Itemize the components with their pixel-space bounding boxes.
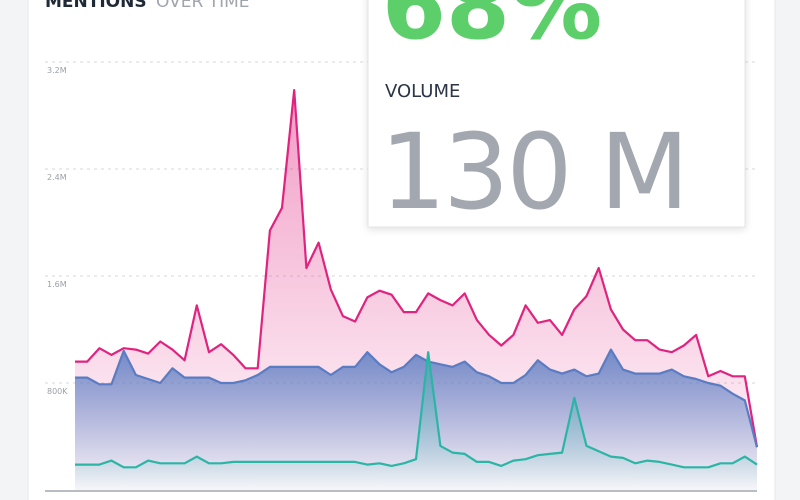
series-line [75, 89, 759, 448]
series-line [75, 351, 758, 469]
series-line [75, 348, 759, 448]
y-tick-label: 2.4M [47, 173, 67, 182]
card-value: 130 M [380, 111, 686, 233]
y-tick-label: 1.6M [47, 280, 67, 289]
card-box [367, 0, 746, 228]
volume-card: 68% VOLUME 130 M [367, 0, 746, 233]
y-tick-label: 800K [47, 387, 68, 396]
card-headline: 68% [382, 0, 602, 60]
title-sub: OVER TIME [156, 0, 249, 12]
title-main: MENTIONS [45, 0, 147, 12]
card-label: VOLUME [385, 81, 460, 102]
chart-title: MENTIONS OVER TIME [45, 0, 250, 12]
y-tick-label: 3.2M [47, 66, 67, 75]
series-area [75, 352, 757, 490]
plot: 800K 1.6M 2.4M 3.2M [45, 61, 759, 490]
